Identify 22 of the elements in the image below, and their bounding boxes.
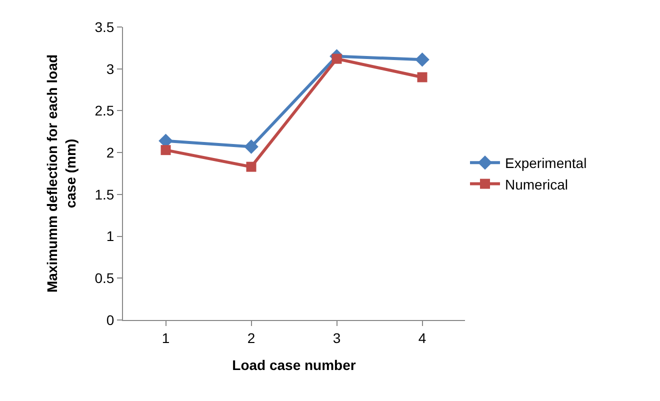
y-tick-label: 2 — [106, 144, 114, 160]
y-tick-label: 2.5 — [94, 102, 114, 119]
legend-label: Experimental — [505, 155, 587, 172]
y-tick-label: 1 — [106, 228, 114, 244]
y-tick-label: 1.5 — [94, 186, 114, 202]
point — [160, 145, 171, 156]
x-tick-label: 4 — [418, 330, 426, 346]
point — [244, 140, 258, 154]
x-axis-title: Load case number — [232, 357, 356, 374]
point — [415, 52, 430, 67]
y-tick-label: 0 — [106, 312, 114, 328]
point — [246, 162, 256, 172]
legend-label: Numerical — [505, 176, 568, 192]
y-axis-title: Maximumm deflection for each load case (mm) — [44, 54, 78, 293]
y-tick-label: 0.5 — [94, 270, 114, 286]
x-tick-label: 3 — [332, 330, 341, 346]
point — [417, 72, 428, 82]
y-tick-label: 3.5 — [94, 18, 114, 35]
y-tick-label: 3 — [106, 60, 114, 77]
x-tick-label: 2 — [247, 330, 256, 346]
point — [332, 54, 342, 64]
x-tick-label: 1 — [162, 330, 170, 346]
